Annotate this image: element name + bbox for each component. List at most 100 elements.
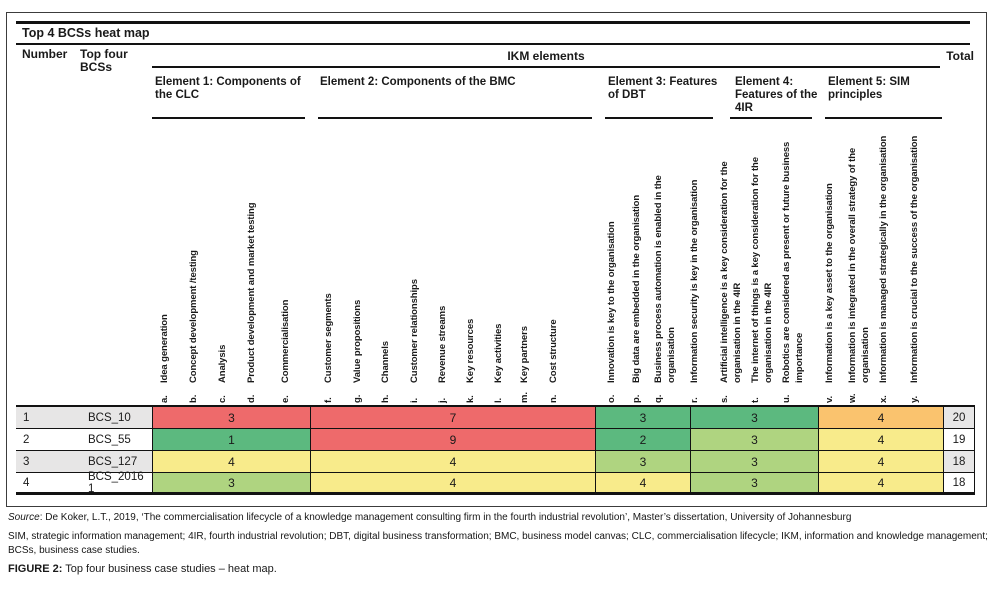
heat-cell-element5: 4 — [818, 473, 943, 492]
column-letter: n. — [548, 394, 559, 403]
column-letter: d. — [246, 394, 257, 403]
column-label-h: h. Channels — [379, 123, 393, 403]
heat-cell-element3: 3 — [595, 451, 690, 472]
column-label-n: n. Cost structure — [547, 123, 561, 403]
group-header-element-3: Element 3: Features of DBT — [608, 76, 718, 101]
column-label-e: e. Commercialisation — [279, 123, 293, 403]
column-text: Key partners — [519, 326, 530, 383]
heat-cell-element1: 3 — [152, 407, 310, 428]
row-total: 18 — [943, 473, 975, 492]
column-text: Customer segments — [323, 293, 334, 383]
column-text: Customer relationships — [409, 279, 420, 383]
column-letter: v. — [824, 395, 835, 403]
heat-cell-element1: 1 — [152, 429, 310, 450]
column-label-q: q. Business process automation is enabled… — [652, 123, 678, 403]
top-thick-rule — [16, 21, 970, 24]
heat-cell-element4: 3 — [690, 473, 818, 492]
column-label-k: k. Key resources — [464, 123, 478, 403]
title-underline-rule — [16, 43, 970, 45]
column-letter: g. — [352, 394, 363, 403]
table-row: 1 BCS_10 3 7 3 3 4 20 — [16, 407, 975, 429]
column-label-a: a. Idea generation — [158, 123, 172, 403]
group-rule-element-5 — [825, 117, 942, 119]
heat-cell-element2: 7 — [310, 407, 595, 428]
row-bcs-label: BCS_55 — [88, 433, 131, 446]
column-letter: s. — [719, 395, 730, 403]
column-text: Key resources — [465, 318, 476, 383]
heat-cell-element2: 4 — [310, 473, 595, 492]
group-header-element-5: Element 5: SIM principles — [828, 76, 910, 101]
column-label-u: u. Robotics are considered as present or … — [780, 123, 806, 403]
column-text: Product development and market testing — [246, 202, 257, 383]
column-label-r: r. Information security is key in the org… — [688, 123, 702, 403]
figure-caption-text: Top four business case studies – heat ma… — [62, 563, 277, 575]
column-text: Channels — [380, 341, 391, 383]
column-header-total: Total — [946, 49, 974, 63]
group-rule-element-4 — [730, 117, 812, 119]
column-letter: p. — [631, 394, 642, 403]
group-rule-element-2 — [318, 117, 592, 119]
column-letter: j. — [437, 397, 448, 403]
column-text: Concept development /testing — [188, 250, 199, 383]
column-label-c: c. Analysis — [216, 123, 230, 403]
figure-caption-label: FIGURE 2: — [8, 563, 63, 575]
row-total: 18 — [943, 451, 975, 472]
row-bcs-label: BCS_127 — [88, 455, 138, 468]
column-letter: l. — [493, 397, 504, 403]
ikm-underline-rule — [152, 66, 940, 68]
column-label-s: s. Artificial intelligence is a key consi… — [718, 123, 744, 403]
column-text: Key activities — [493, 323, 504, 383]
column-letter: e. — [280, 395, 291, 403]
column-label-d: d. Product development and market testing — [245, 123, 259, 403]
column-label-f: f. Customer segments — [322, 123, 336, 403]
heat-cell-element3: 4 — [595, 473, 690, 492]
column-label-w: w. Information is integrated in the overa… — [846, 123, 872, 403]
heat-cell-element1: 4 — [152, 451, 310, 472]
table-row: 4 BCS_2016 1 3 4 4 3 4 18 — [16, 471, 975, 495]
heat-cell-element5: 4 — [818, 407, 943, 428]
column-text: Information is integrated in the overall… — [847, 147, 871, 383]
heatmap-title: Top 4 BCSs heat map — [22, 26, 150, 40]
column-label-t: t. The internet of things is a key consid… — [749, 123, 775, 403]
column-text: Cost structure — [548, 319, 559, 383]
figure-caption: FIGURE 2: Top four business case studies… — [8, 563, 277, 575]
heat-cell-element5: 4 — [818, 451, 943, 472]
source-line: Source: De Koker, L.T., 2019, ‘The comme… — [8, 511, 998, 525]
group-header-element-2: Element 2: Components of the BMC — [320, 76, 516, 88]
group-rule-element-3 — [605, 117, 713, 119]
heat-cell-element2: 9 — [310, 429, 595, 450]
column-text: Information security is key in the organ… — [689, 179, 700, 383]
row-number: 3 — [23, 455, 30, 468]
table-row: 3 BCS_127 4 4 3 3 4 18 — [16, 451, 975, 473]
column-label-o: o. Innovation is key to the organisation — [605, 123, 619, 403]
column-letter: r. — [689, 397, 700, 403]
column-letter: o. — [606, 394, 617, 403]
group-rule-element-1 — [152, 117, 305, 119]
column-label-g: g. Value propositions — [351, 123, 365, 403]
row-number: 4 — [23, 476, 30, 489]
heat-cell-element4: 3 — [690, 451, 818, 472]
heat-cell-element1: 3 — [152, 473, 310, 492]
column-text: Information is crucial to the success of… — [909, 135, 920, 383]
column-letter: k. — [465, 395, 476, 403]
heat-cell-element3: 3 — [595, 407, 690, 428]
row-number: 2 — [23, 433, 30, 446]
heat-cell-element4: 3 — [690, 407, 818, 428]
column-text: Artificial intelligence is a key conside… — [719, 161, 743, 383]
source-label: Source — [8, 512, 40, 523]
column-letter: u. — [781, 394, 792, 403]
row-number: 1 — [23, 411, 30, 424]
column-text: Business process automation is enabled i… — [653, 175, 677, 383]
heat-cell-element3: 2 — [595, 429, 690, 450]
heat-cell-element4: 3 — [690, 429, 818, 450]
row-total: 19 — [943, 429, 975, 450]
column-letter: m. — [519, 392, 530, 403]
heat-cell-element5: 4 — [818, 429, 943, 450]
group-header-element-4: Element 4: Features of the 4IR — [735, 76, 818, 114]
row-total: 20 — [943, 407, 975, 428]
table-row: 2 BCS_55 1 9 2 3 4 19 — [16, 429, 975, 451]
heatmap-rows: 1 BCS_10 3 7 3 3 4 20 2 BCS_55 1 9 2 3 4… — [16, 405, 975, 495]
column-text: Idea generation — [159, 314, 170, 383]
column-letter: x. — [878, 395, 889, 403]
column-text: Information is a key asset to the organi… — [824, 183, 835, 383]
